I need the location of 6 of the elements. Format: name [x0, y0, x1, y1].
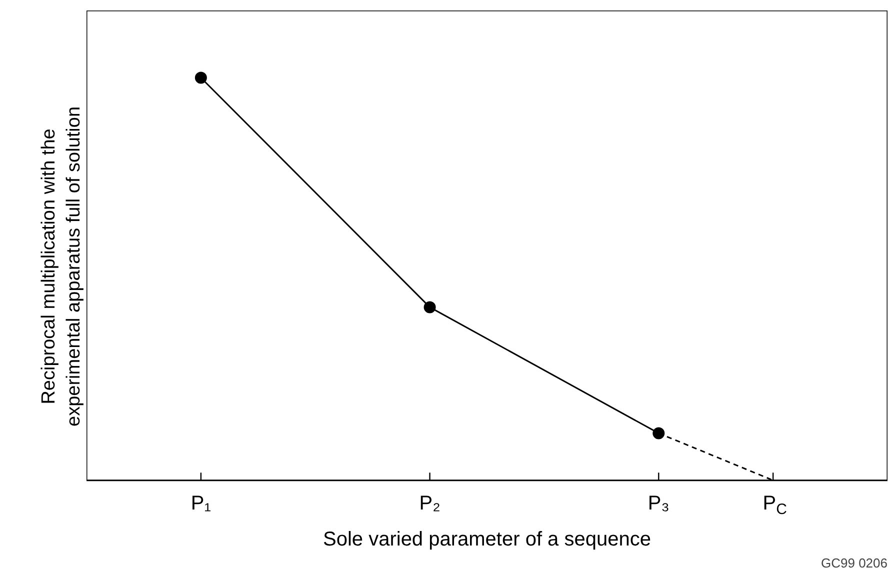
x-tick-label: P₃ [648, 492, 670, 514]
x-tick-label: P₂ [419, 492, 440, 514]
y-axis-title: Reciprocal multiplication with the experimental apparatus full of solution [38, 106, 84, 427]
text: GC99 0206 [821, 556, 888, 570]
x-tick-label: P₁ [190, 492, 212, 514]
x-axis-title: Sole varied parameter of a sequence [323, 528, 651, 550]
